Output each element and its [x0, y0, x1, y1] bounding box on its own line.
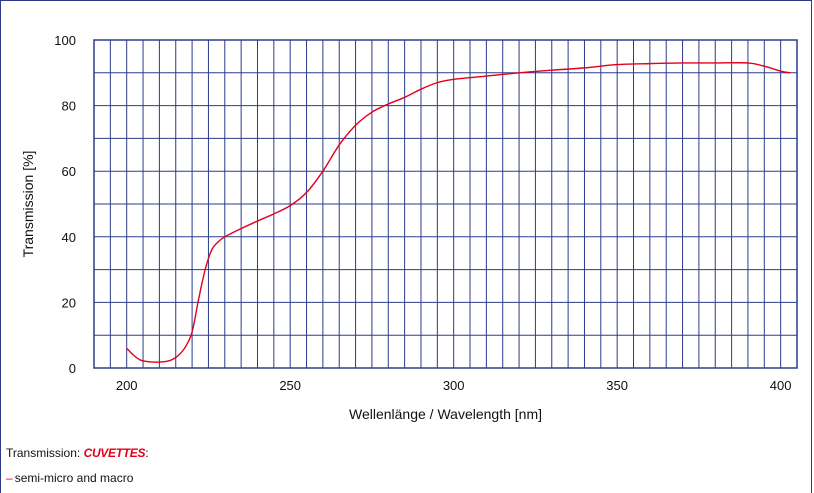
transmission-chart: 200 250 300 350 400 0 20 40 60 80 100 Wellenlänge … — [20, 33, 798, 422]
x-tick-label: 250 — [279, 378, 301, 393]
x-tick-label: 300 — [443, 378, 465, 393]
grid — [93, 39, 798, 369]
x-axis-label: Wellenlänge / Wavelength [nm] — [349, 406, 542, 422]
x-tick-label: 350 — [606, 378, 628, 393]
y-tick-label: 60 — [62, 164, 76, 179]
x-tick-label: 200 — [116, 378, 138, 393]
caption-brand: CUVETTES — [83, 446, 146, 460]
legend: – semi-micro and macro — [6, 471, 133, 485]
caption-prefix: Transmission: — [6, 446, 84, 460]
y-tick-label: 100 — [54, 33, 76, 48]
caption-suffix: : — [145, 446, 149, 460]
y-tick-label: 20 — [62, 295, 76, 310]
y-axis-label: Transmission [%] — [20, 151, 36, 258]
tick-labels: 200 250 300 350 400 0 20 40 60 80 100 — [54, 33, 791, 393]
x-tick-label: 400 — [770, 378, 792, 393]
legend-label: semi-micro and macro — [14, 471, 134, 485]
legend-line-swatch: – — [6, 471, 13, 485]
y-tick-label: 40 — [62, 230, 76, 245]
series-line-transmission — [126, 62, 791, 363]
y-tick-label: 80 — [62, 99, 76, 114]
y-tick-label: 0 — [69, 361, 76, 376]
caption: Transmission: CUVETTES: — [6, 446, 149, 460]
series-layer — [126, 62, 791, 363]
plot-border — [93, 39, 798, 369]
